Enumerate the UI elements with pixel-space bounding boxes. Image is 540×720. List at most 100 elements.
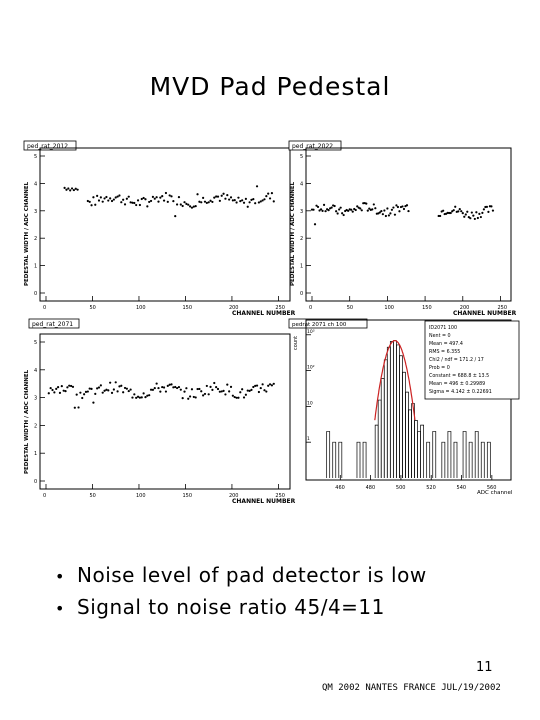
data-point [229,385,233,388]
y-tick-label: 1 [34,451,37,457]
data-point [312,208,315,211]
histogram-bin [474,431,479,478]
data-point [131,396,134,399]
data-point [222,389,225,392]
plot-frame [39,333,291,490]
data-point [231,199,234,202]
x-tick-label: 250 [275,493,285,499]
histogram-bin [432,431,437,478]
data-point [442,209,445,212]
data-point [347,209,350,212]
bullet-list: • Noise level of pad detector is low • Sig… [55,560,427,624]
data-point [398,210,401,213]
x-axis-label: ADC channel [477,490,513,496]
data-point [463,215,466,218]
data-point [237,196,240,199]
data-point [270,192,274,195]
data-point [407,209,410,213]
data-point [387,214,390,217]
data-point [351,210,354,213]
data-point [213,196,216,199]
y-tick-label: 10 [307,400,313,406]
stats-line: RMS = 6.355 [429,349,460,355]
data-point [220,390,223,393]
histogram-bin [486,441,491,478]
data-point [272,382,275,385]
data-point [381,213,384,216]
data-point [257,390,260,394]
data-point [205,201,208,205]
histogram-bin [468,441,473,478]
data-point [136,395,140,398]
data-point [263,198,266,201]
data-point [181,204,184,208]
data-point [246,205,249,208]
data-point [88,200,91,203]
stats-line: Mean = 496 ± 0.29989 [429,381,485,387]
histogram-bin [383,359,388,478]
histogram-bin [356,441,361,478]
y-tick-label: 5 [34,340,37,346]
data-point [341,212,344,215]
x-axis-label: CHANNEL NUMBER [453,310,517,317]
panel-label: ped_rat_2012 [27,143,68,150]
data-point [254,384,257,387]
data-point [168,194,171,197]
data-point [228,198,231,201]
data-point [123,203,127,206]
data-point [65,188,68,191]
data-point [170,383,173,386]
data-point [368,207,371,210]
data-point [239,200,242,203]
data-point [118,194,121,197]
data-point [155,382,158,385]
data-point [172,386,175,389]
panel-label-box [23,140,77,151]
data-point [252,198,255,201]
stats-line: Mean = 497.4 [429,341,463,347]
data-point [159,196,162,199]
histogram-bin [402,371,406,478]
stats-box [424,320,520,400]
data-point [250,388,253,391]
y-tick-label: 2 [34,423,37,429]
y-tick-label: 3 [300,209,303,215]
data-point [86,199,89,203]
data-point [109,197,112,200]
data-point [135,396,138,399]
data-point [125,387,128,390]
y-tick-label: 2 [300,236,303,242]
data-point [107,199,110,202]
data-point [122,198,125,201]
y-tick-label: 0 [34,479,37,485]
bullet-text: Signal to noise ratio 45/4=11 [77,595,385,619]
x-tick-label: 0 [309,305,312,311]
data-point [76,188,79,191]
data-point [265,390,268,393]
x-tick-label: 480 [366,485,376,491]
data-point [259,200,262,203]
data-point [129,388,132,391]
y-tick-label: 1 [300,264,303,270]
data-point [244,197,247,200]
data-point [190,206,194,209]
data-point [359,207,362,210]
data-point [401,205,404,208]
data-point [177,385,181,389]
data-point [464,213,467,216]
data-point [47,392,50,395]
data-point [318,209,321,212]
x-tick-label: 200 [229,305,239,311]
data-point [73,406,76,409]
data-point [72,188,75,192]
data-point [187,397,190,400]
data-point [81,396,84,400]
data-point [67,187,70,190]
data-point [372,203,375,206]
histogram-bin [386,346,391,478]
data-point [475,211,478,214]
data-point [233,198,236,202]
data-point [129,201,132,204]
panel-label-box [28,318,80,329]
